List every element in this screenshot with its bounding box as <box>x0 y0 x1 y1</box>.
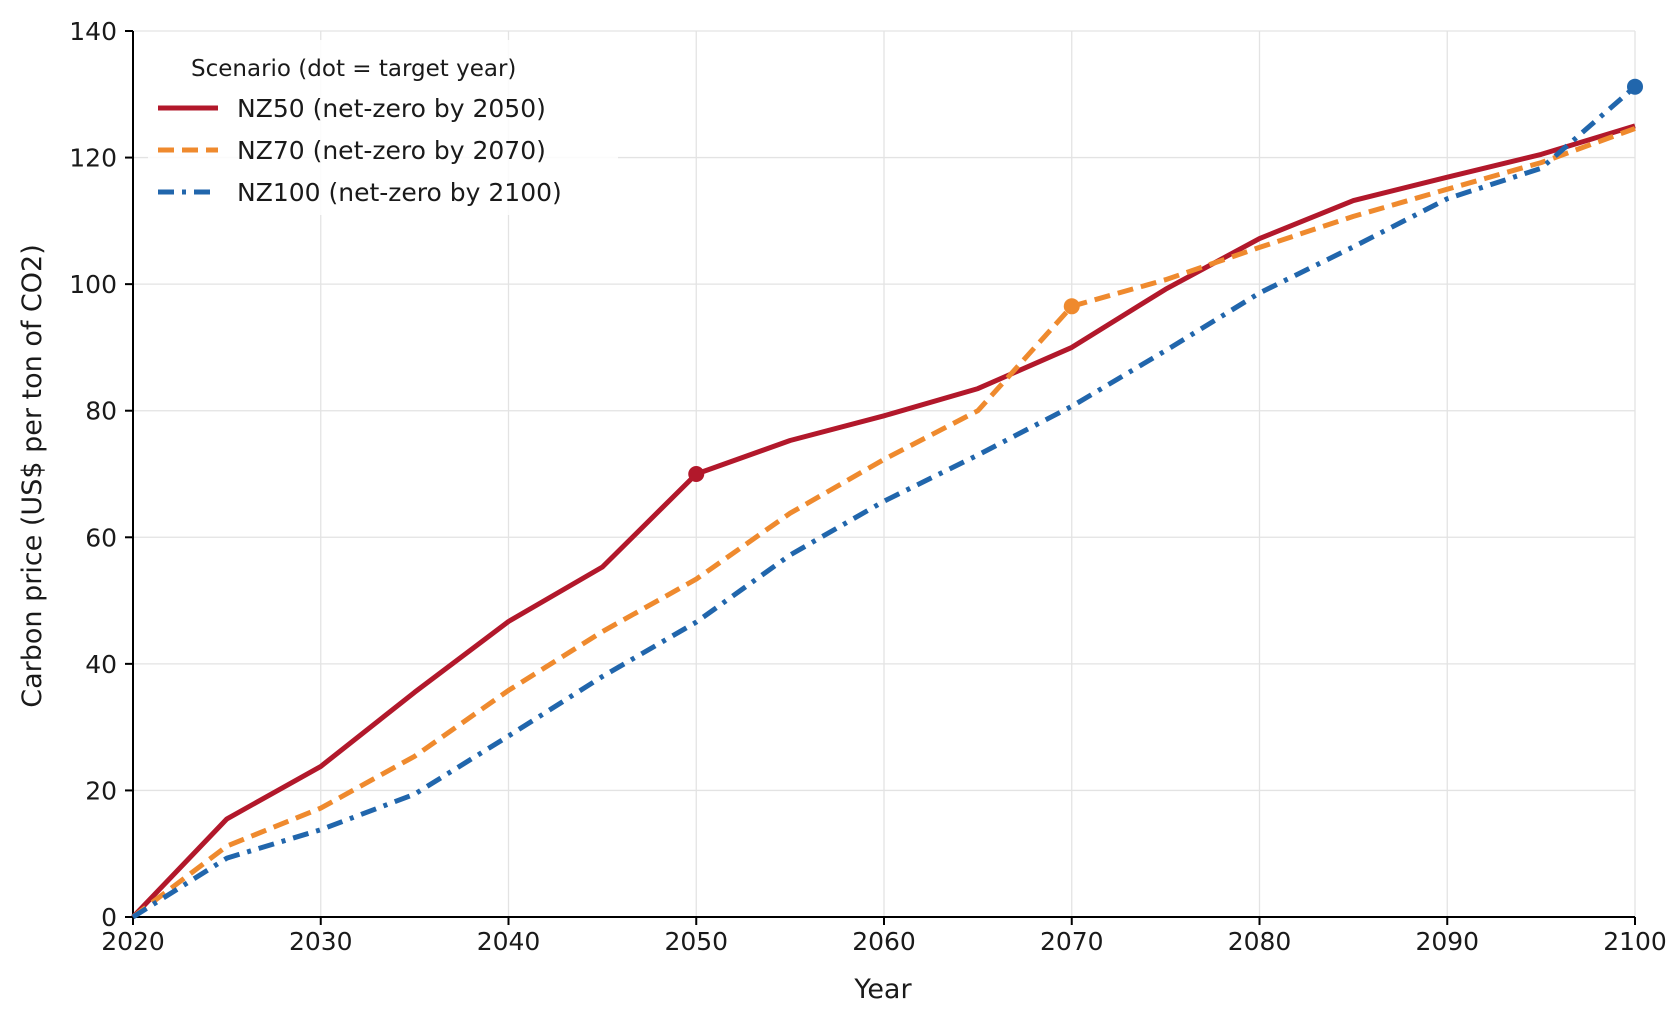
y-tick-label: 80 <box>85 397 117 426</box>
target-year-marker-nz70 <box>1063 298 1080 315</box>
x-tick-label: 2030 <box>289 927 353 956</box>
x-tick-label: 2100 <box>1603 927 1667 956</box>
y-tick-label: 60 <box>85 523 117 552</box>
y-tick-label: 20 <box>85 776 117 805</box>
y-tick-label: 140 <box>69 17 117 46</box>
series-line-nz70 <box>131 126 1636 919</box>
legend-label: NZ100 (net-zero by 2100) <box>237 178 562 207</box>
y-axis-title: Carbon price (US$ per ton of CO2) <box>17 244 48 707</box>
axes: 2020 2030 2040 2050 2060 2070 2080 2090 21000204… <box>69 17 1667 956</box>
legend: Scenario (dot = target year) NZ50 (net-z… <box>148 40 618 215</box>
legend-frame <box>148 40 618 215</box>
x-tick-label: 2060 <box>852 927 916 956</box>
grid <box>132 30 1636 918</box>
x-tick-label: 2050 <box>664 927 728 956</box>
legend-label: NZ50 (net-zero by 2050) <box>237 94 546 123</box>
x-tick-label: 2080 <box>1228 927 1292 956</box>
y-tick-label: 100 <box>69 270 117 299</box>
legend-title: Scenario (dot = target year) <box>191 56 516 82</box>
x-axis-title: Year <box>853 974 912 1005</box>
target-year-marker-nz100 <box>1627 78 1643 95</box>
x-tick-label: 2090 <box>1415 927 1479 956</box>
target-year-marker-nz50 <box>688 466 705 482</box>
series-group <box>131 78 1643 920</box>
series-line-nz50 <box>131 123 1636 919</box>
x-tick-label: 2020 <box>101 927 165 956</box>
legend-label: NZ70 (net-zero by 2070) <box>237 136 546 165</box>
x-tick-label: 2070 <box>1040 927 1104 956</box>
y-tick-label: 40 <box>85 650 117 679</box>
y-tick-label: 120 <box>69 144 117 173</box>
y-tick-label: 0 <box>101 903 117 932</box>
x-tick-label: 2040 <box>477 927 541 956</box>
